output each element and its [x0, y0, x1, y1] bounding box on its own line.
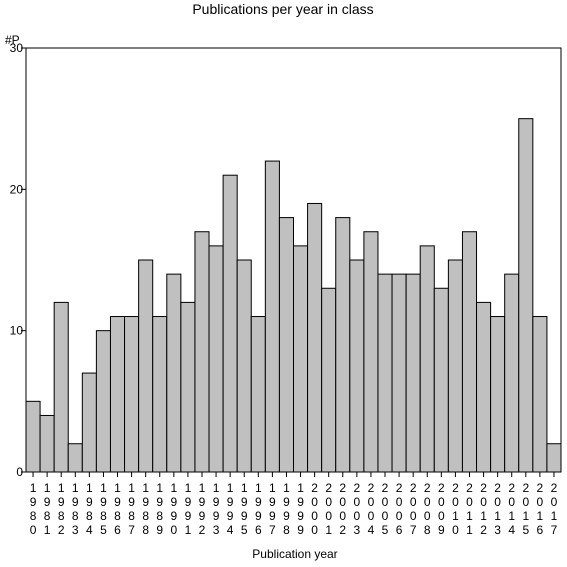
- bar-1988: [138, 259, 154, 473]
- bar-1989: [152, 316, 168, 473]
- bar-1996: [250, 316, 266, 473]
- bar-2017: [546, 443, 562, 473]
- bar-2011: [461, 231, 478, 473]
- bar-1993: [208, 245, 224, 473]
- bar-2009: [433, 287, 449, 473]
- bar-1980: [25, 400, 41, 473]
- x-axis-ticks: 1 9 8 0 1 9 8 1 1 9 8 2 1 9 8 3 1 9 8 4 1 9 8 5 1 9 8 6 1 9 8 7 1 9 8 8 1 9 8 9…: [30, 472, 558, 537]
- y-tick-label: 30: [10, 41, 24, 55]
- bar-2001: [321, 287, 337, 473]
- bar-1994: [222, 174, 238, 473]
- bar-2002: [335, 217, 351, 473]
- bar-1981: [39, 414, 55, 473]
- bar-2016: [532, 316, 548, 473]
- bar-1982: [53, 301, 69, 473]
- bar-1995: [236, 259, 252, 473]
- bar-1992: [194, 231, 210, 473]
- bars-group: [25, 118, 562, 473]
- bar-2000: [307, 202, 323, 473]
- bar-1984: [81, 372, 97, 473]
- bar-1983: [67, 443, 83, 473]
- bar-1998: [278, 217, 295, 473]
- y-tick-label: 0: [16, 465, 23, 479]
- y-tick-label: 10: [10, 324, 24, 338]
- bar-1986: [109, 316, 126, 473]
- bar-2014: [504, 273, 520, 473]
- bar-2008: [419, 245, 435, 473]
- bar-2005: [377, 273, 393, 473]
- y-axis-label: #P: [5, 33, 20, 47]
- bar-2006: [391, 273, 407, 473]
- chart-title: Publications per year in class: [192, 1, 373, 17]
- bar-2007: [405, 273, 421, 473]
- bar-2003: [349, 259, 365, 473]
- bar-1990: [166, 273, 182, 473]
- plot-frame: [25, 47, 562, 473]
- bar-2013: [490, 316, 506, 473]
- bar-2010: [447, 259, 463, 473]
- bar-2012: [476, 301, 492, 473]
- x-axis-label: Publication year: [252, 547, 337, 561]
- bar-2004: [363, 231, 379, 473]
- bar-1985: [95, 330, 111, 473]
- bar-1999: [293, 245, 309, 473]
- bar-1997: [264, 160, 280, 473]
- bar-1991: [180, 301, 196, 473]
- y-axis-ticks: 0 10 20 30: [10, 41, 26, 479]
- bar-1987: [124, 316, 140, 473]
- bar-2015: [518, 118, 534, 473]
- y-tick-label: 20: [10, 182, 24, 196]
